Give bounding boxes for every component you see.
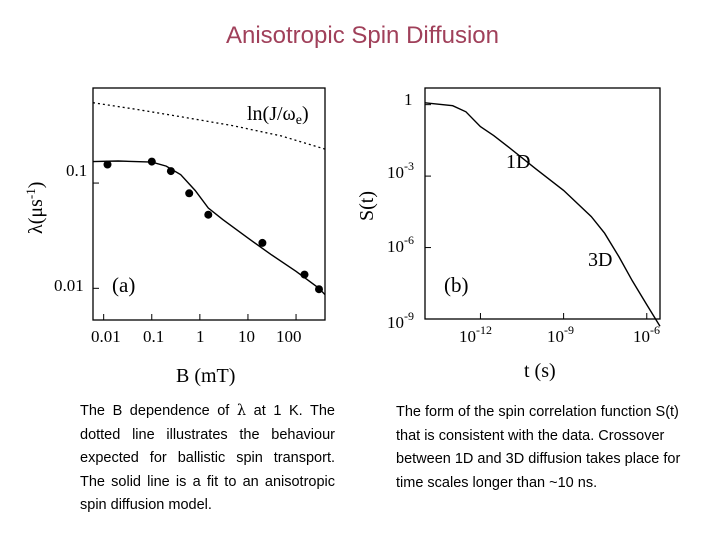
x-tick-1: 1	[196, 327, 205, 346]
lambda-symbol: λ	[236, 403, 247, 419]
data-point	[185, 189, 194, 198]
data-point	[315, 285, 323, 294]
figures: ln(J/ωe) (a) 0.1 0.01 0.01 0.1 1 10 100 …	[23, 87, 661, 387]
y-tick-0.01: 0.01	[54, 276, 84, 295]
panel-b-plot: 1D 3D (b) 1 10-3 10-6 10-9 10-12 10-9 10…	[356, 87, 661, 382]
x-tick-100: 100	[276, 327, 302, 346]
slide-title: Anisotropic Spin Diffusion	[225, 22, 500, 49]
panel-a-y-label: λ(μs-1)	[23, 182, 47, 234]
y-tick-1e-6: 10-6	[387, 233, 414, 256]
annotation-3d: 3D	[588, 249, 612, 271]
x-tick-1e-6: 10-6	[633, 323, 660, 346]
x-tick-1e-9: 10-9	[547, 323, 574, 346]
dotted-line-label: ln(J/ωe)	[247, 103, 309, 128]
data-point	[258, 238, 267, 247]
data-point	[103, 160, 112, 169]
panel-b-label: (b)	[444, 273, 469, 297]
panel-a-frame	[92, 87, 326, 321]
data-point	[166, 167, 175, 176]
panel-a-plot: ln(J/ωe) (a) 0.1 0.01 0.01 0.1 1 10 100 …	[23, 87, 326, 387]
panel-a-x-label: B (mT)	[176, 365, 235, 387]
right-caption: The form of the spin correlation functio…	[396, 404, 681, 491]
x-tick-1e-12: 10-12	[459, 323, 492, 346]
y-tick-1e-3: 10-3	[387, 159, 414, 182]
y-tick-1e-9: 10-9	[387, 309, 414, 332]
y-tick-0.1: 0.1	[66, 161, 87, 180]
data-point	[147, 157, 156, 166]
left-caption-after: at 1 K. The dotted line illustrates the …	[80, 403, 335, 513]
panel-b-x-label: t (s)	[524, 360, 556, 382]
x-tick-10: 10	[238, 327, 255, 346]
x-tick-0.01: 0.01	[91, 327, 121, 346]
data-point	[204, 210, 213, 219]
correlation-curve	[424, 102, 661, 327]
y-tick-1: 1	[404, 90, 413, 109]
x-tick-0.1: 0.1	[143, 327, 164, 346]
data-point	[300, 270, 309, 279]
panel-b-y-label: S(t)	[356, 191, 378, 221]
left-caption-before: The B dependence of	[80, 403, 237, 419]
panel-a-label: (a)	[112, 273, 135, 297]
panel-b-frame	[424, 87, 661, 320]
annotation-1d: 1D	[506, 151, 530, 173]
left-caption: The B dependence of λ at 1 K. The dotted…	[80, 400, 335, 518]
